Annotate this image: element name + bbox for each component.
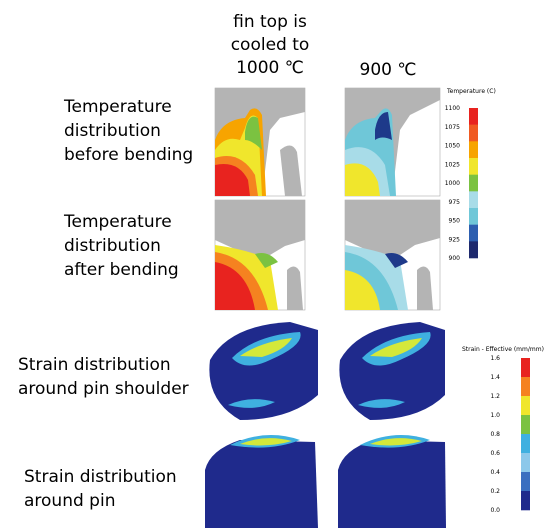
legend-swatch: [469, 125, 478, 142]
legend-tick: 0.2: [490, 488, 500, 495]
figure: fin top is cooled to 1000 ℃ 900 ℃ Temperatur…: [0, 0, 548, 528]
strain-shoulder-1000: [209, 322, 318, 420]
legend-swatch: [521, 377, 530, 396]
legend-tick: 0.8: [490, 431, 500, 438]
column-header: fin top is: [233, 12, 307, 32]
legend-swatch: [469, 191, 478, 208]
legend-tick: 925: [449, 236, 461, 243]
temp-before-1000: [215, 88, 305, 196]
row-label: around pin shoulder: [18, 379, 189, 399]
legend-tick: 900: [449, 255, 461, 262]
temp-after-900: [345, 200, 440, 310]
row-label: distribution: [64, 121, 161, 141]
strain-pin-1000: [205, 435, 318, 528]
legend-swatch: [469, 241, 478, 258]
legend-tick: 1000: [445, 180, 460, 187]
column-header: 1000 ℃: [236, 58, 304, 78]
legend-swatch: [521, 358, 530, 377]
legend-tick: 1100: [445, 105, 460, 112]
legend-swatch: [521, 491, 530, 510]
row-label: Strain distribution: [24, 467, 177, 487]
temp-after-1000: [215, 200, 305, 310]
legend-swatch: [521, 434, 530, 453]
row-label: Temperature: [63, 97, 172, 117]
legend-tick: 1025: [445, 161, 460, 168]
row-label: Strain distribution: [18, 355, 171, 375]
legend-swatch: [469, 141, 478, 158]
column-header: 900 ℃: [360, 60, 417, 80]
legend-swatch: [469, 175, 478, 192]
legend-swatch: [521, 472, 530, 491]
strain-shoulder-900: [339, 322, 445, 420]
legend-swatch: [521, 453, 530, 472]
column-header: cooled to: [231, 35, 310, 55]
strain-pin-900: [338, 435, 446, 528]
row-label: around pin: [24, 491, 115, 511]
row-label: Temperature: [63, 212, 172, 232]
legend-swatch: [521, 396, 530, 415]
temp-before-900: [345, 88, 440, 196]
legend-tick: 1.6: [490, 355, 500, 362]
legend-swatch: [469, 158, 478, 175]
legend-title: Strain - Effective (mm/mm): [462, 346, 544, 353]
legend-tick: 950: [449, 218, 461, 225]
legend-tick: 1.4: [490, 374, 500, 381]
legend-swatch: [521, 415, 530, 434]
legend-swatch: [469, 225, 478, 242]
legend-swatch: [469, 108, 478, 125]
legend-tick: 975: [449, 199, 461, 206]
row-label: after bending: [64, 260, 179, 280]
row-label: distribution: [64, 236, 161, 256]
legend-tick: 0.6: [490, 450, 500, 457]
legend-tick: 0.0: [490, 507, 500, 514]
legend-tick: 0.4: [490, 469, 500, 476]
legend-title: Temperature (C): [446, 88, 496, 95]
legend-tick: 1.2: [490, 393, 500, 400]
legend-tick: 1075: [445, 124, 460, 131]
legend-tick: 1050: [445, 143, 460, 150]
legend-tick: 1.0: [490, 412, 500, 419]
row-label: before bending: [64, 145, 193, 165]
legend-swatch: [469, 208, 478, 225]
